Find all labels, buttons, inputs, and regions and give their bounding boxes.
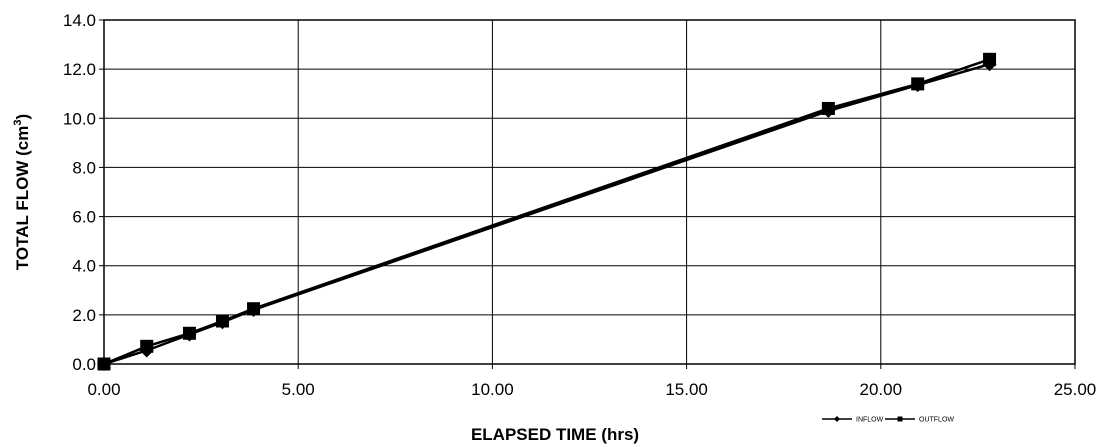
- y-axis-title-close: ): [13, 114, 32, 120]
- y-axis-ticks: 0.0 2.0 4.0 6.0 8.0 10.0 12.0 14.0: [63, 11, 104, 374]
- x-tick-label: 0.00: [87, 380, 120, 399]
- plot-area-frame: [103, 19, 1076, 365]
- y-tick-label: 12.0: [63, 60, 96, 79]
- legend: INFLOW OUTFLOW: [822, 416, 954, 424]
- y-tick-label: 2.0: [72, 306, 96, 325]
- y-tick-label: 14.0: [63, 11, 96, 30]
- legend-outflow-marker: [897, 416, 903, 422]
- outflow-point: [97, 357, 111, 371]
- y-tick-label: 0.0: [72, 355, 96, 374]
- x-tick-label: 10.00: [471, 380, 514, 399]
- outflow-point: [983, 52, 997, 66]
- y-tick-label: 8.0: [72, 158, 96, 177]
- series-layer: [97, 52, 997, 371]
- legend-item-inflow: INFLOW: [822, 416, 884, 424]
- x-tick-label: 15.00: [665, 380, 708, 399]
- legend-inflow-label: INFLOW: [856, 417, 884, 424]
- y-axis-title-main: TOTAL FLOW (cm: [13, 126, 32, 271]
- y-tick-label: 4.0: [72, 257, 96, 276]
- legend-item-outflow: OUTFLOW: [885, 416, 954, 424]
- y-tick-label: 10.0: [63, 109, 96, 128]
- outflow-point: [140, 339, 154, 353]
- x-tick-label: 20.00: [860, 380, 903, 399]
- x-tick-label: 5.00: [282, 380, 315, 399]
- y-tick-label: 6.0: [72, 208, 96, 227]
- outflow-point: [247, 302, 261, 316]
- inflow-series-line: [103, 62, 990, 366]
- x-axis-ticks: 0.00 5.00 10.00 15.00 20.00 25.00: [87, 364, 1096, 399]
- outflow-series-line: [103, 58, 991, 366]
- y-axis-title-superscript: 3: [12, 120, 24, 126]
- legend-outflow-label: OUTFLOW: [919, 417, 954, 424]
- legend-inflow-marker: [834, 416, 840, 422]
- outflow-point: [215, 314, 229, 328]
- outflow-point: [182, 326, 196, 340]
- outflow-point: [821, 101, 835, 115]
- outflow-point: [911, 77, 925, 91]
- x-tick-label: 25.00: [1054, 380, 1097, 399]
- y-axis-title: TOTAL FLOW (cm3): [12, 114, 32, 270]
- x-axis-title: ELAPSED TIME (hrs): [471, 425, 639, 444]
